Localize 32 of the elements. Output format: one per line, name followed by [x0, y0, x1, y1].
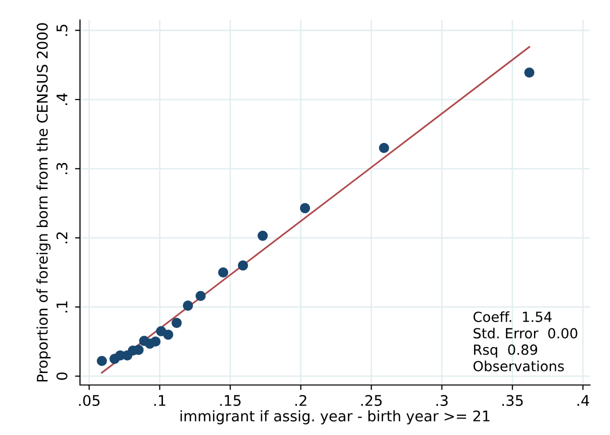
y-tick-label: .1 — [56, 301, 68, 312]
annotation: Observations — [473, 360, 564, 372]
point — [182, 300, 194, 311]
point — [238, 260, 248, 271]
annotation: Rsq 0.89 — [474, 344, 538, 358]
x-tick-label: .05 — [79, 394, 100, 406]
point — [150, 336, 161, 347]
point — [258, 230, 268, 241]
point — [96, 356, 107, 366]
x-tick-label: .15 — [220, 395, 241, 406]
y-axis-title: Proportion of foreign born from the CENSUS 2000 — [36, 23, 51, 382]
y-tick-label: .2 — [56, 232, 68, 244]
point — [196, 290, 206, 302]
x-axis-title: immigrant if assig. year - birth year >= 21 — [180, 410, 490, 424]
y-tick-label: .5 — [56, 24, 68, 36]
y-tick-label: .3 — [56, 162, 68, 174]
x-tick-label: .1 — [154, 395, 166, 406]
x-tick-label: .2 — [295, 394, 306, 406]
x-tick-label: .4 — [578, 395, 590, 406]
y-tick-label: 0 — [56, 372, 68, 380]
x-tick-label: .25 — [361, 394, 382, 406]
annotation: Std. Error 0.00 — [474, 328, 578, 339]
point — [524, 67, 534, 78]
x-tick-label: .35 — [502, 394, 523, 406]
point — [163, 330, 174, 340]
point — [218, 267, 228, 278]
x-tick-label: .3 — [436, 394, 448, 406]
point — [172, 318, 182, 328]
annotation: Coeff. 1.54 — [473, 311, 552, 322]
point — [378, 142, 390, 154]
y-tick-label: .4 — [56, 93, 68, 105]
point — [300, 203, 310, 214]
